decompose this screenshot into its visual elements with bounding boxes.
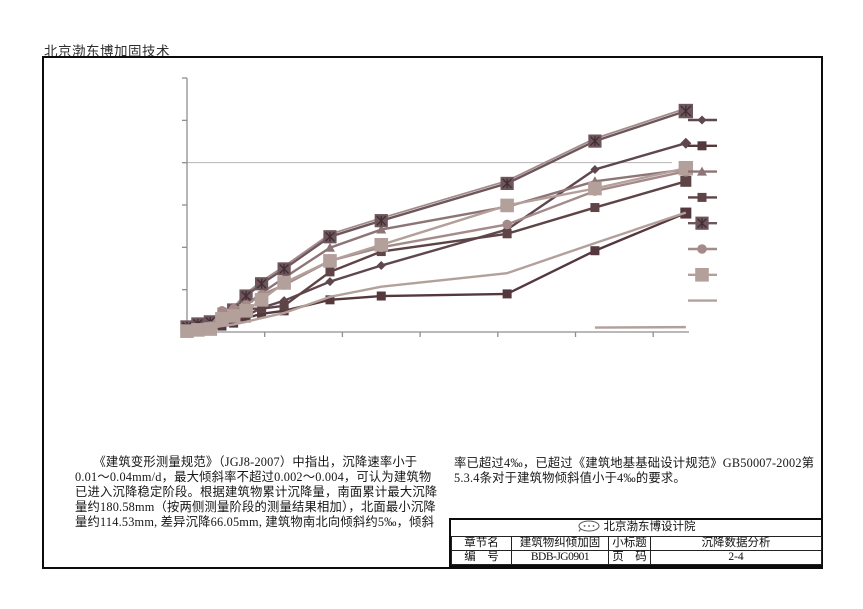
marker-square-large bbox=[374, 238, 389, 252]
marker-triangle bbox=[324, 242, 335, 252]
title-block-row-number: 编 号 BDB-JG0901 页 码 2-4 bbox=[451, 550, 822, 565]
marker-square-large bbox=[695, 268, 709, 282]
marker-square bbox=[697, 141, 707, 151]
marker-square-large bbox=[215, 312, 229, 326]
page-value: 2-4 bbox=[650, 550, 822, 565]
marker-square-large bbox=[588, 181, 602, 196]
title-block: 北京渤东博设计院 章节名 建筑物纠倾加固 小标题 沉降数据分析 编 号 BDB-… bbox=[449, 518, 823, 567]
marker-triangle bbox=[376, 224, 387, 234]
marker-star-lines bbox=[680, 105, 692, 117]
number-value: BDB-JG0901 bbox=[511, 550, 609, 565]
marker-star-lines bbox=[279, 264, 290, 274]
title-block-row-institute: 北京渤东博设计院 bbox=[451, 520, 822, 537]
marker-square-large bbox=[500, 198, 514, 213]
marker-diamond bbox=[590, 164, 600, 174]
marker-square-large bbox=[277, 276, 291, 290]
marker-square bbox=[590, 246, 600, 256]
body-paragraph-left: 《建筑变形测量规范》（JGJ8-2007）中指出，沉降速率小于 0.01～0.04… bbox=[75, 455, 438, 530]
text-line: 《建筑变形测量规范》（JGJ8-2007）中指出，沉降速率小于 bbox=[93, 455, 418, 469]
marker-star-lines bbox=[697, 218, 707, 229]
marker-star-lines bbox=[256, 278, 267, 289]
marker-diamond bbox=[680, 137, 692, 149]
text-line: 量约180.58mm（按两侧测量阶段的测量结果相加），北面最小沉降 bbox=[75, 500, 436, 514]
marker-square bbox=[325, 267, 335, 277]
text-line: 量约114.53mm, 差异沉降66.05mm, 建筑物南北向倾斜约5‰，倾斜 bbox=[75, 515, 435, 529]
marker-circle bbox=[502, 219, 512, 230]
marker-square-large bbox=[180, 324, 194, 338]
marker-square bbox=[257, 309, 267, 319]
marker-square bbox=[680, 175, 692, 187]
subtitle-label: 小标题 bbox=[608, 536, 651, 551]
marker-diamond bbox=[325, 277, 335, 287]
title-block-row-chapter: 章节名 建筑物纠倾加固 小标题 沉降数据分析 bbox=[451, 536, 822, 551]
title-block-table: 北京渤东博设计院 章节名 建筑物纠倾加固 小标题 沉降数据分析 编 号 BDB-… bbox=[451, 520, 822, 565]
body-paragraph-right: 率已超过4‰，已超过《建筑地基基础设计规范》GB50007-2002第 5.3.4… bbox=[454, 456, 815, 486]
marker-square bbox=[325, 295, 335, 305]
marker-square bbox=[697, 192, 707, 202]
institute-logo-icon bbox=[578, 520, 600, 536]
marker-triangle bbox=[697, 166, 707, 176]
marker-square-large bbox=[254, 293, 269, 307]
marker-square bbox=[229, 318, 239, 328]
marker-square-large bbox=[226, 309, 241, 323]
marker-square bbox=[279, 306, 289, 316]
marker-square bbox=[241, 313, 251, 323]
marker-square-large bbox=[323, 254, 337, 268]
page-header-title: 北京渤东博加固技术 bbox=[44, 44, 170, 59]
text-line: 5.3.4条对于建筑物倾斜值小于4‰的要求。 bbox=[454, 471, 686, 485]
marker-square bbox=[502, 289, 512, 299]
marker-star-lines bbox=[590, 136, 600, 146]
marker-square-large bbox=[239, 304, 253, 318]
marker-square bbox=[502, 229, 512, 239]
text-line: 已进入沉降稳定阶段。根据建筑物累计沉降量，南面累计最大沉降 bbox=[75, 485, 438, 499]
marker-square bbox=[279, 301, 289, 311]
institute-name: 北京渤东博设计院 bbox=[603, 521, 696, 533]
marker-square-large bbox=[678, 160, 694, 176]
chapter-value: 建筑物纠倾加固 bbox=[511, 536, 609, 551]
series-line-point-8 bbox=[186, 211, 687, 332]
marker-square bbox=[257, 304, 267, 314]
drawing-frame bbox=[42, 56, 823, 569]
marker-diamond bbox=[376, 261, 386, 271]
marker-square bbox=[590, 203, 600, 213]
text-line: 率已超过4‰，已超过《建筑地基基础设计规范》GB50007-2002第 bbox=[454, 456, 815, 470]
marker-star-lines bbox=[376, 215, 387, 226]
institute-cell: 北京渤东博设计院 bbox=[451, 520, 822, 537]
marker-diamond bbox=[697, 115, 707, 125]
page-label: 页 码 bbox=[608, 550, 651, 565]
text-line: 0.01～0.04mm/d，最大倾斜率不超过0.002～0.004，可认为建筑物 bbox=[75, 470, 432, 484]
number-label: 编 号 bbox=[451, 550, 512, 565]
chapter-label: 章节名 bbox=[451, 536, 512, 551]
marker-square bbox=[376, 291, 386, 301]
marker-star-lines bbox=[502, 178, 513, 189]
marker-star-lines bbox=[325, 231, 335, 242]
marker-square-large bbox=[203, 322, 218, 336]
subtitle-value: 沉降数据分析 bbox=[650, 536, 822, 551]
marker-circle bbox=[697, 244, 707, 254]
marker-star-lines bbox=[241, 291, 251, 301]
